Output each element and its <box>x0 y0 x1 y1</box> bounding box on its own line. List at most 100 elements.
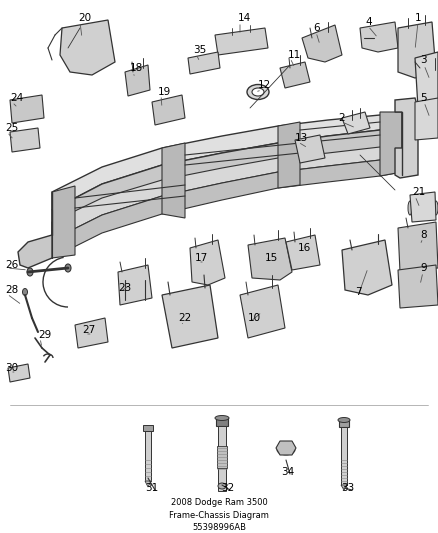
Text: 18: 18 <box>130 63 143 73</box>
Text: 16: 16 <box>298 243 311 253</box>
Text: 21: 21 <box>412 187 425 197</box>
Polygon shape <box>360 22 398 52</box>
Text: 22: 22 <box>178 313 191 323</box>
Ellipse shape <box>252 88 264 96</box>
Ellipse shape <box>304 144 312 152</box>
Polygon shape <box>278 122 300 188</box>
Ellipse shape <box>159 104 166 111</box>
Polygon shape <box>18 235 52 268</box>
Ellipse shape <box>410 41 420 55</box>
Ellipse shape <box>181 313 191 323</box>
Ellipse shape <box>95 327 101 333</box>
Text: 26: 26 <box>5 260 18 270</box>
Polygon shape <box>415 98 438 140</box>
Text: 34: 34 <box>281 467 295 477</box>
Polygon shape <box>125 65 150 96</box>
Bar <box>218 426 226 491</box>
Ellipse shape <box>27 268 33 276</box>
Polygon shape <box>215 28 268 55</box>
Polygon shape <box>248 238 292 280</box>
Polygon shape <box>8 364 30 382</box>
Text: 5: 5 <box>420 93 427 103</box>
Text: 10: 10 <box>248 313 261 323</box>
Ellipse shape <box>82 329 88 335</box>
Polygon shape <box>295 135 325 163</box>
Polygon shape <box>395 98 418 178</box>
Ellipse shape <box>17 105 23 111</box>
Polygon shape <box>145 481 151 487</box>
Text: 29: 29 <box>38 330 51 340</box>
Bar <box>341 427 347 485</box>
Polygon shape <box>10 95 44 123</box>
Polygon shape <box>52 128 402 235</box>
Text: 4: 4 <box>365 17 371 27</box>
Polygon shape <box>410 192 436 222</box>
Text: 3: 3 <box>420 55 427 65</box>
Polygon shape <box>341 485 347 490</box>
Text: 7: 7 <box>355 287 362 297</box>
Text: 9: 9 <box>420 263 427 273</box>
Ellipse shape <box>247 85 269 100</box>
Text: 28: 28 <box>5 285 18 295</box>
Polygon shape <box>280 62 310 88</box>
Polygon shape <box>286 235 320 270</box>
Bar <box>143 425 153 431</box>
Text: 2: 2 <box>338 113 345 123</box>
Ellipse shape <box>22 288 28 295</box>
Ellipse shape <box>408 201 412 215</box>
Text: 24: 24 <box>10 93 23 103</box>
Polygon shape <box>342 240 392 295</box>
Polygon shape <box>118 265 152 305</box>
Ellipse shape <box>434 201 438 215</box>
Text: 25: 25 <box>5 123 18 133</box>
Text: 2008 Dodge Ram 3500
Frame-Chassis Diagram
55398996AB: 2008 Dodge Ram 3500 Frame-Chassis Diagra… <box>169 498 269 532</box>
Text: 14: 14 <box>238 13 251 23</box>
Polygon shape <box>52 145 402 240</box>
Polygon shape <box>342 112 370 134</box>
Bar <box>339 420 349 427</box>
Polygon shape <box>240 285 285 338</box>
Polygon shape <box>52 112 402 210</box>
Text: 8: 8 <box>420 230 427 240</box>
Bar <box>145 431 151 481</box>
Polygon shape <box>52 157 402 258</box>
Bar <box>217 446 227 468</box>
Polygon shape <box>276 441 296 455</box>
Text: 15: 15 <box>265 253 278 263</box>
Polygon shape <box>162 285 218 348</box>
Ellipse shape <box>358 259 372 271</box>
Text: 12: 12 <box>258 80 271 90</box>
Text: 17: 17 <box>195 253 208 263</box>
Text: 19: 19 <box>158 87 171 97</box>
Polygon shape <box>75 318 108 348</box>
Text: 32: 32 <box>221 483 235 493</box>
Bar <box>216 418 228 426</box>
Ellipse shape <box>218 483 226 489</box>
Ellipse shape <box>29 135 35 141</box>
Ellipse shape <box>215 416 229 421</box>
Text: 27: 27 <box>82 325 95 335</box>
Polygon shape <box>380 112 402 176</box>
Text: 6: 6 <box>313 23 320 33</box>
Ellipse shape <box>65 264 71 272</box>
Ellipse shape <box>18 138 22 142</box>
Polygon shape <box>398 222 438 272</box>
Polygon shape <box>188 52 220 74</box>
Polygon shape <box>162 143 185 218</box>
Ellipse shape <box>83 33 93 43</box>
Polygon shape <box>10 128 40 152</box>
Polygon shape <box>60 20 115 75</box>
Text: 20: 20 <box>78 13 91 23</box>
Polygon shape <box>152 95 185 125</box>
Text: 31: 31 <box>145 483 159 493</box>
Polygon shape <box>398 265 438 308</box>
Ellipse shape <box>338 417 350 423</box>
Text: 35: 35 <box>193 45 206 55</box>
Polygon shape <box>190 240 225 285</box>
Text: 11: 11 <box>288 50 301 60</box>
Text: 23: 23 <box>118 283 131 293</box>
Text: 1: 1 <box>415 13 422 23</box>
Ellipse shape <box>32 103 38 109</box>
Text: 13: 13 <box>295 133 308 143</box>
Text: 33: 33 <box>341 483 355 493</box>
